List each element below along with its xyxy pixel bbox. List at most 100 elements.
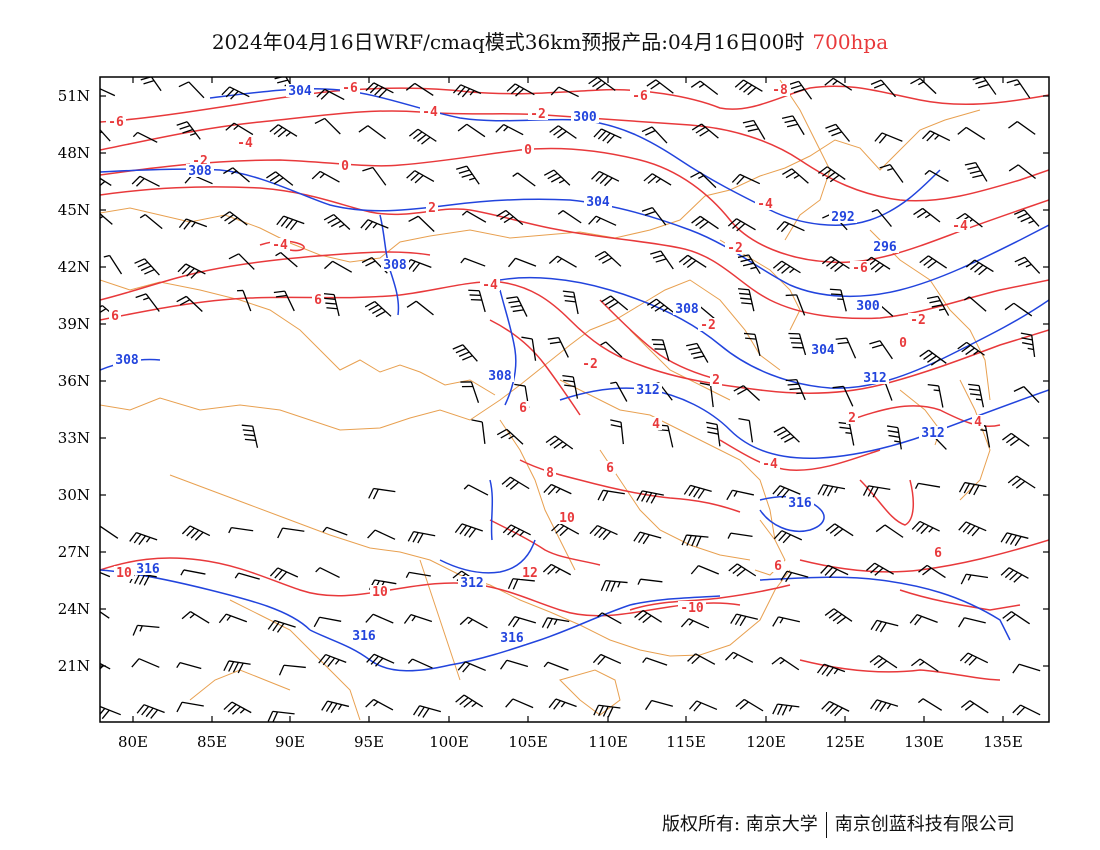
contour-label: 0: [341, 159, 349, 174]
contour-label: -4: [272, 238, 288, 253]
wind-barb: [502, 524, 531, 538]
wind-barb: [456, 165, 480, 185]
contour-label-bg: [919, 426, 947, 439]
contour-label-bg: [772, 559, 784, 572]
wind-barb: [228, 526, 254, 534]
contour-labels: -6-6-4-4-2-2 00-4-62-2-4-466-8-6-4-20-2-2…: [106, 81, 984, 646]
wind-barb: [408, 128, 437, 145]
contour-label: -4: [952, 219, 968, 234]
wind-barb: [960, 700, 989, 714]
wind-barb: [870, 699, 899, 713]
wind-barb: [549, 125, 577, 139]
wind-barb: [176, 662, 202, 670]
wind-barb: [588, 77, 616, 91]
wind-barbs: [100, 77, 1041, 722]
wind-barb: [610, 419, 624, 445]
contour-label-bg: [420, 105, 440, 118]
copyright-divider: [825, 812, 827, 838]
wind-barb: [322, 526, 348, 536]
contour-label: 10: [116, 566, 132, 581]
wind-barb: [963, 296, 987, 312]
contour-label: -2: [582, 357, 598, 372]
wind-barb: [594, 250, 622, 267]
wind-barb: [817, 484, 846, 497]
wind-barb: [452, 344, 478, 362]
wind-barb: [506, 296, 528, 317]
wind-barb: [505, 698, 534, 709]
wind-barb: [588, 215, 617, 226]
contour-label: 6: [934, 546, 942, 561]
lat-tick-label: 36N: [58, 372, 90, 390]
wind-barb: [772, 260, 801, 274]
contour-label-bg: [650, 417, 662, 430]
border-line: [559, 669, 621, 716]
wind-barb: [610, 381, 628, 402]
contour-label: 4: [652, 417, 660, 432]
wind-barb: [771, 656, 800, 671]
wind-barb: [1007, 475, 1036, 489]
wind-barb: [958, 521, 987, 537]
wind-barb: [646, 79, 674, 94]
wind-barb: [178, 218, 208, 230]
lon-tick-label: 85E: [197, 733, 227, 751]
contour-label: -2: [910, 313, 926, 328]
wind-barb: [921, 130, 951, 142]
latitude-axis: 51N 48N 45N 42N 39N 36N 33N 30N 27N 24N 21N: [58, 87, 1049, 675]
wind-barb: [403, 614, 433, 624]
wind-barb: [776, 221, 805, 233]
wind-barb: [1012, 704, 1041, 716]
lon-tick-label: 105E: [508, 733, 548, 751]
lat-tick-label: 24N: [58, 600, 90, 618]
wind-barb: [365, 698, 394, 711]
contour-label: 6: [111, 309, 119, 324]
wind-barb: [461, 210, 487, 223]
temperature-contour: [899, 589, 1021, 611]
wind-barb: [100, 571, 111, 578]
wind-barb: [825, 123, 850, 142]
wind-barb: [454, 523, 483, 538]
lon-tick-label: 100E: [429, 733, 469, 751]
wind-barb: [633, 531, 662, 545]
wind-barb: [743, 332, 761, 356]
contour-label-bg: [755, 197, 775, 210]
wind-barb: [1008, 121, 1036, 135]
wind-barb: [500, 659, 529, 670]
border-line: [629, 329, 731, 401]
border-line: [779, 79, 831, 241]
wind-barb: [637, 578, 663, 585]
wind-barb: [508, 257, 537, 268]
wind-barb: [589, 524, 618, 541]
wind-barb: [501, 476, 530, 490]
contour-label-bg: [760, 457, 780, 470]
wind-barb: [507, 615, 537, 628]
geopotential-contour: [100, 168, 1049, 298]
wind-barb: [273, 290, 295, 312]
contour-label: -10: [680, 601, 704, 616]
wind-barb: [869, 340, 893, 360]
contour-label-bg: [339, 159, 351, 172]
contour-label: 300: [856, 299, 880, 314]
contour-label-bg: [486, 369, 514, 382]
wind-barb: [593, 704, 621, 718]
wind-barb: [506, 83, 535, 97]
wind-barb: [364, 300, 392, 318]
contour-label-bg: [846, 411, 858, 424]
wind-barb: [870, 619, 899, 633]
wind-barb: [869, 655, 898, 669]
wind-barb: [1012, 663, 1041, 674]
contour-label-bg: [829, 210, 857, 223]
wind-barb: [909, 614, 938, 626]
wind-barb: [318, 653, 347, 667]
contour-label: 304: [586, 195, 610, 210]
wind-barb: [824, 608, 853, 625]
wind-barb: [471, 419, 486, 444]
lat-tick-label: 51N: [58, 87, 90, 105]
wind-barb: [177, 263, 206, 279]
wind-barb: [223, 660, 251, 674]
border-line: [559, 379, 776, 541]
wind-barb: [176, 121, 201, 140]
contour-label: -2: [530, 107, 546, 122]
lat-tick-label: 30N: [58, 486, 90, 504]
wind-barb: [597, 612, 622, 625]
wind-barb: [820, 564, 849, 578]
